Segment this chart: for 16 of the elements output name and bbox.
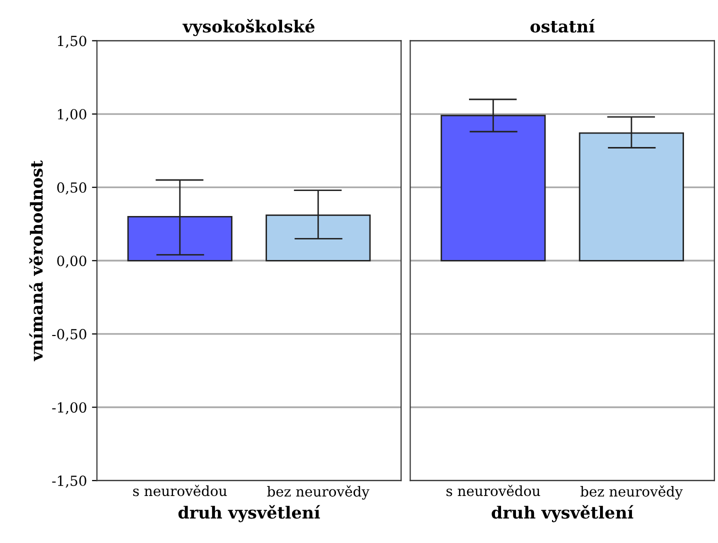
y-tick-label: 1,00: [58, 109, 86, 122]
x-tick-label: s neurovědou: [133, 484, 227, 496]
y-tick-label: 1,50: [58, 36, 86, 48]
x-axis-title: druh vysvětlení: [492, 505, 634, 522]
chart-title: ostatní: [530, 19, 595, 33]
x-tick-label: bez neurovědy: [580, 485, 683, 500]
x-tick-label: s neurovědou: [446, 484, 540, 496]
y-axis-title: vnímaná věrohodnost: [29, 160, 43, 362]
y-tick-label: 0,50: [57, 182, 86, 195]
x-tick-label: bez neurovědy: [267, 485, 370, 500]
y-tick-label: -0,50: [52, 328, 86, 342]
x-axis-title: druh vysvětlení: [178, 505, 320, 522]
y-tick-label: -1,50: [52, 476, 86, 488]
y-tick-label: 0,00: [57, 256, 86, 268]
chart-title: vysokoškolské: [182, 19, 314, 36]
y-tick-label: -1,00: [52, 402, 86, 414]
